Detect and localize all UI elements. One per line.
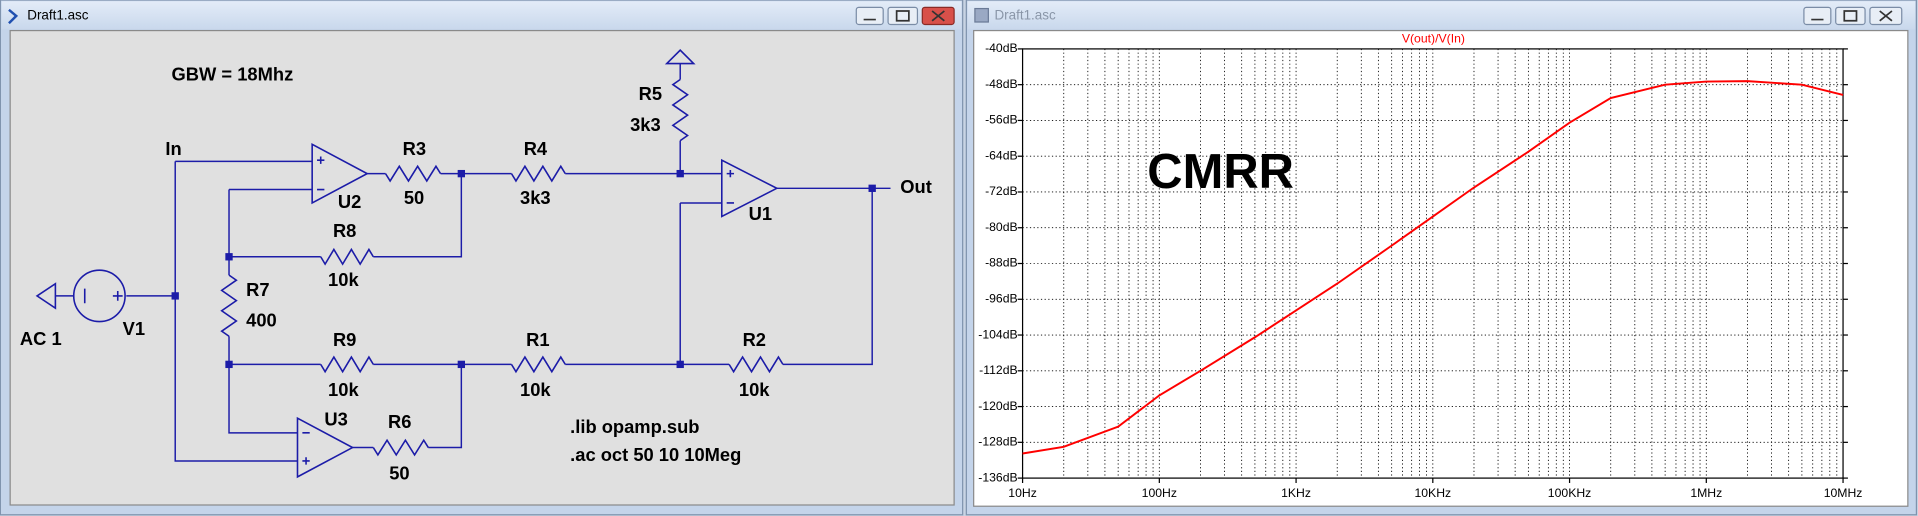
resistor (372, 438, 430, 457)
trace (1022, 80, 1844, 455)
y-tick-label: -128dB (978, 435, 1017, 449)
x-tick-label: 10Hz (1008, 486, 1037, 500)
part-name: R4 (524, 138, 548, 159)
schematic-labels: GBW = 18Mhz In Out R5 3k3 R3 50 R4 3k3 U… (20, 64, 932, 484)
plot-canvas (973, 29, 1909, 507)
resistor (220, 274, 238, 337)
y-tick-label: -72dB (985, 184, 1018, 198)
part-value: 10k (520, 379, 551, 400)
part-name: R1 (526, 329, 549, 350)
window-title: Draft1.asc (994, 7, 1056, 22)
minimize-button[interactable] (1803, 6, 1832, 26)
annotation: CMRR (1147, 145, 1294, 199)
part-name: R8 (333, 220, 356, 241)
part-name: R2 (743, 329, 766, 350)
y-tick-label: -56dB (985, 113, 1018, 127)
part-value: AC 1 (20, 328, 62, 349)
part-name: V1 (123, 318, 145, 339)
y-tick-label: -64dB (985, 148, 1018, 162)
part-value: 50 (404, 187, 424, 208)
part-value: 10k (739, 379, 770, 400)
part-name: R6 (388, 411, 411, 432)
x-tick-label: 1MHz (1690, 486, 1722, 500)
part-name: U1 (749, 203, 772, 224)
net-label: Out (900, 176, 932, 197)
x-tick-label: 10MHz (1824, 486, 1863, 500)
resistor (510, 164, 566, 183)
directive: GBW = 18Mhz (172, 64, 294, 85)
chart-title: V(out)/V(In) (1402, 31, 1465, 45)
resistor (320, 247, 374, 266)
part-value: 10k (328, 379, 359, 400)
resistor (728, 355, 784, 374)
plot-area: 10Hz 100Hz 1KHz 10KHz 100KHz 1MHz 10MHz -40dB -4… (978, 41, 1862, 500)
x-tick-label: 10KHz (1414, 486, 1451, 500)
part-value: 400 (246, 309, 277, 330)
y-tick-label: -96dB (985, 292, 1018, 306)
y-tick-label: -104dB (978, 327, 1017, 341)
resistor (320, 355, 374, 374)
part-name: U2 (338, 191, 361, 212)
resistor (384, 164, 442, 183)
resistor (671, 78, 689, 142)
part-name: R3 (403, 138, 426, 159)
y-tick-label: -88dB (985, 256, 1018, 270)
maximize-button[interactable] (1835, 6, 1866, 26)
y-tick-label: -136dB (978, 470, 1017, 484)
part-name: R9 (333, 329, 356, 350)
x-tick-label: 100KHz (1548, 486, 1591, 500)
resistors (220, 78, 784, 457)
part-value: 10k (328, 269, 359, 290)
part-name: R5 (639, 83, 662, 104)
directive: .ac oct 50 10 10Meg (570, 444, 741, 465)
net-label: In (165, 138, 181, 159)
y-tick-label: -48dB (985, 77, 1018, 91)
plot-frame (1021, 48, 1844, 479)
part-value: 50 (389, 462, 409, 483)
part-value: 3k3 (630, 114, 661, 135)
y-tick-label: -112dB (979, 363, 1018, 377)
minimize-button[interactable] (855, 6, 884, 26)
plot-window: Draft1.asc V(out)/V(In) CMRR 10Hz 100Hz 1K… (965, 0, 1918, 516)
y-tick-label: -120dB (978, 399, 1017, 413)
directive: .lib opamp.sub (570, 416, 699, 437)
part-name: U3 (324, 408, 347, 429)
components (35, 49, 876, 479)
resistor (510, 355, 566, 374)
schematic-window: Draft1.asc GBW = 18Mhz (0, 0, 964, 516)
y-tick-label: -40dB (985, 41, 1018, 55)
y-tick-label: -80dB (985, 220, 1018, 234)
part-name: R7 (246, 279, 269, 300)
x-tick-label: 1KHz (1281, 486, 1311, 500)
schematic-canvas (9, 29, 955, 506)
part-value: 3k3 (520, 187, 551, 208)
x-tick-label: 100Hz (1142, 486, 1177, 500)
maximize-button[interactable] (887, 6, 919, 26)
window-title: Draft1.asc (27, 7, 89, 22)
